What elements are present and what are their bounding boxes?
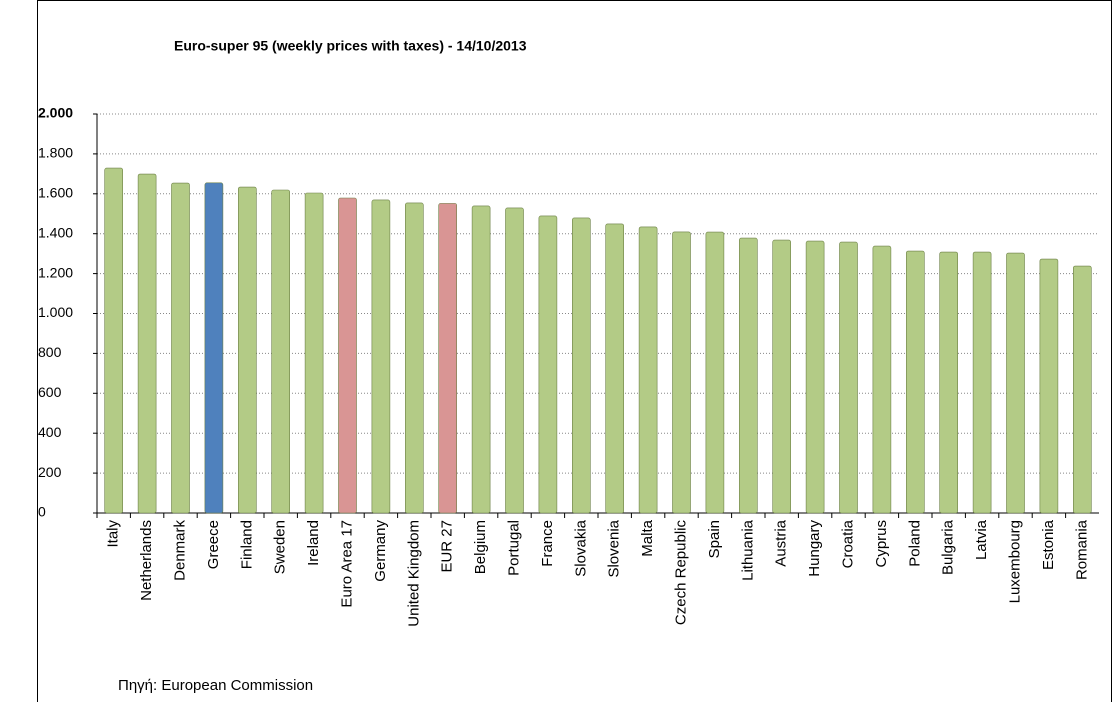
x-tick-label: France — [539, 520, 556, 567]
bar — [805, 240, 825, 514]
x-tick-label: Romania — [1073, 519, 1090, 580]
bar — [839, 241, 858, 514]
x-tick-label: Estonia — [1040, 519, 1057, 570]
x-tick-label: Cyprus — [873, 520, 890, 568]
y-tick-label: 1.200 — [38, 264, 73, 280]
x-tick-label: Germany — [372, 520, 389, 582]
bar — [338, 197, 357, 514]
x-tick-label: Bulgaria — [940, 519, 957, 575]
bar — [471, 205, 491, 514]
bar — [638, 226, 658, 514]
chart-frame — [37, 0, 1112, 702]
x-tick-label: Slovenia — [606, 519, 623, 577]
y-tick-label: 1.400 — [38, 224, 73, 240]
bar — [905, 250, 925, 514]
source-note: Πηγή: European Commission — [118, 677, 313, 694]
bar — [738, 237, 758, 514]
bar — [571, 217, 591, 514]
x-tick-label: Sweden — [272, 520, 289, 574]
x-tick-label: Euro Area 17 — [338, 520, 355, 608]
x-tick-label: Lithuania — [739, 519, 756, 581]
bar — [705, 231, 725, 514]
x-tick-label: Belgium — [472, 520, 489, 574]
x-tick-label: Latvia — [973, 519, 990, 560]
y-tick-label: 0 — [38, 504, 46, 520]
bar — [404, 202, 424, 514]
bar — [1006, 252, 1025, 514]
bar — [371, 199, 391, 514]
bar — [204, 182, 224, 514]
y-tick-label: 200 — [38, 464, 62, 480]
x-tick-label: EUR 27 — [439, 520, 456, 573]
x-tick-label: Malta — [639, 519, 656, 556]
y-tick-label: 1.600 — [38, 185, 73, 201]
bar — [538, 215, 558, 514]
x-tick-label: Netherlands — [138, 520, 155, 601]
x-tick-label: Slovakia — [572, 519, 589, 576]
y-tick-label: 600 — [38, 384, 62, 400]
x-tick-label: Czech Republic — [672, 520, 689, 626]
x-tick-label: Ireland — [305, 520, 322, 566]
y-tick-label: 800 — [38, 344, 62, 360]
chart-title: Euro-super 95 (weekly prices with taxes)… — [174, 38, 527, 54]
y-tick-label: 1.800 — [38, 145, 73, 161]
bar — [505, 207, 524, 514]
bar — [672, 231, 691, 514]
y-tick-label: 2.000 — [38, 105, 73, 121]
bar — [605, 223, 625, 514]
bar — [772, 239, 792, 514]
bar — [939, 251, 959, 514]
bar — [872, 245, 892, 514]
x-tick-label: Hungary — [806, 520, 823, 577]
bar — [304, 192, 324, 514]
x-tick-label: United Kingdom — [405, 520, 422, 627]
bar — [104, 167, 123, 514]
x-tick-label: Croatia — [839, 519, 856, 568]
bar — [238, 186, 257, 514]
bar — [171, 182, 190, 514]
x-tick-label: Poland — [906, 520, 923, 567]
x-tick-label: Denmark — [171, 520, 188, 581]
y-tick-label: 400 — [38, 424, 62, 440]
x-tick-label: Luxembourg — [1006, 520, 1023, 603]
y-tick-label: 1.000 — [38, 304, 73, 320]
x-tick-label: Greece — [205, 520, 222, 569]
x-tick-label: Italy — [105, 520, 122, 548]
x-tick-label: Spain — [706, 520, 723, 558]
x-tick-label: Austria — [773, 519, 790, 566]
bar — [1073, 265, 1092, 514]
bar — [1039, 258, 1059, 514]
bar — [438, 203, 458, 514]
x-tick-label: Finland — [238, 520, 255, 569]
bar — [271, 189, 291, 514]
x-tick-label: Portugal — [505, 520, 522, 576]
bar — [137, 173, 157, 514]
bar — [972, 251, 992, 514]
